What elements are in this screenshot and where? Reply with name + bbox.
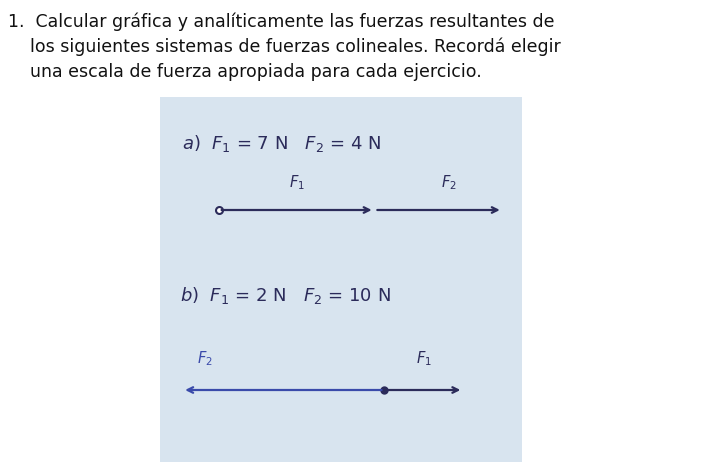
- Text: $F_1$: $F_1$: [289, 173, 304, 192]
- Text: $\it{a)}$  $F_1$ = 7 N   $F_2$ = 4 N: $\it{a)}$ $F_1$ = 7 N $F_2$ = 4 N: [183, 133, 382, 154]
- Text: $F_1$: $F_1$: [416, 349, 432, 368]
- Text: $\it{b)}$  $F_1$ = 2 N   $F_2$ = 10 N: $\it{b)}$ $F_1$ = 2 N $F_2$ = 10 N: [181, 285, 391, 306]
- Text: $F_2$: $F_2$: [197, 349, 213, 368]
- Text: 1.  Calcular gráfica y analíticamente las fuerzas resultantes de
    los siguien: 1. Calcular gráfica y analíticamente las…: [8, 12, 561, 81]
- FancyBboxPatch shape: [160, 97, 523, 462]
- Text: $F_2$: $F_2$: [440, 173, 457, 192]
